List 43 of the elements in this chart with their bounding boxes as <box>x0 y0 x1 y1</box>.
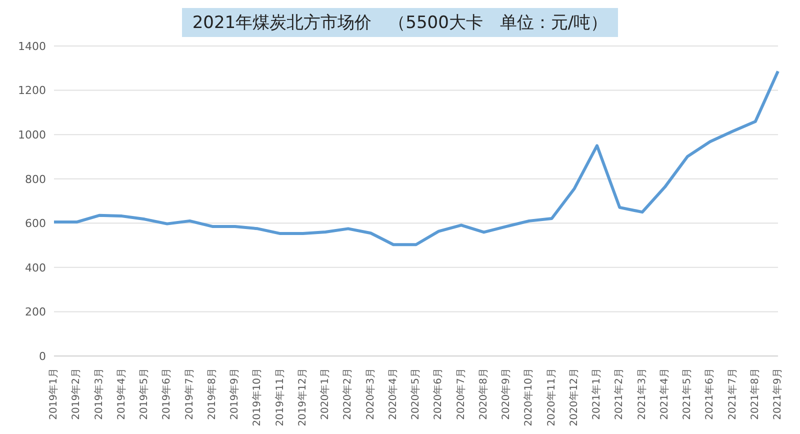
x-tick-label: 2021年1月 <box>590 368 602 420</box>
x-tick-label: 2021年3月 <box>636 368 648 420</box>
x-tick-label: 2020年9月 <box>500 368 512 420</box>
x-tick-label: 2020年11月 <box>545 368 558 426</box>
x-tick-label: 2019年11月 <box>274 368 286 426</box>
x-tick-label: 2021年6月 <box>704 368 716 420</box>
x-tick-label: 2019年7月 <box>183 368 196 420</box>
y-tick-label: 400 <box>25 261 46 274</box>
x-tick-label: 2020年7月 <box>454 368 467 420</box>
x-tick-label: 2019年8月 <box>206 368 218 420</box>
x-tick-label: 2019年12月 <box>296 368 308 426</box>
y-tick-label: 800 <box>25 172 46 186</box>
x-tick-label: 2020年6月 <box>432 368 444 420</box>
y-tick-label: 1200 <box>18 84 46 98</box>
y-tick-label: 600 <box>25 217 46 230</box>
x-tick-label: 2020年12月 <box>568 368 580 426</box>
x-tick-label: 2019年9月 <box>228 368 240 420</box>
x-tick-label: 2021年9月 <box>772 368 784 420</box>
x-tick-label: 2020年10月 <box>522 368 535 426</box>
line-series <box>52 70 780 246</box>
y-tick-label: 200 <box>25 306 46 319</box>
y-tick-label: 1400 <box>18 40 46 53</box>
x-tick-label: 2020年5月 <box>410 368 422 420</box>
x-tick-label: 2020年1月 <box>319 368 331 420</box>
x-tick-label: 2019年2月 <box>70 368 82 420</box>
x-tick-label: 2019年5月 <box>138 368 150 420</box>
x-tick-label: 2019年4月 <box>115 368 128 420</box>
x-tick-label: 2020年8月 <box>477 368 490 420</box>
x-tick-label: 2019年10月 <box>251 368 264 426</box>
x-tick-label: 2021年8月 <box>748 368 761 420</box>
chart-title: 2021年煤炭北方市场价 （5500大卡 单位：元/吨） <box>182 8 618 37</box>
x-tick-label: 2021年4月 <box>658 368 670 420</box>
x-tick-label: 2020年4月 <box>386 368 399 420</box>
y-tick-label: 1000 <box>18 128 46 142</box>
x-tick-label: 2020年2月 <box>342 368 354 420</box>
x-tick-label: 2020年3月 <box>364 368 376 420</box>
x-tick-label: 2021年5月 <box>681 368 693 420</box>
x-tick-label: 2019年3月 <box>92 368 105 420</box>
x-tick-label: 2019年1月 <box>48 368 60 420</box>
x-tick-label: 2021年2月 <box>613 368 626 420</box>
x-tick-label: 2021年7月 <box>726 368 738 420</box>
x-tick-label: 2019年6月 <box>160 368 173 420</box>
y-tick-label: 0 <box>39 350 46 363</box>
